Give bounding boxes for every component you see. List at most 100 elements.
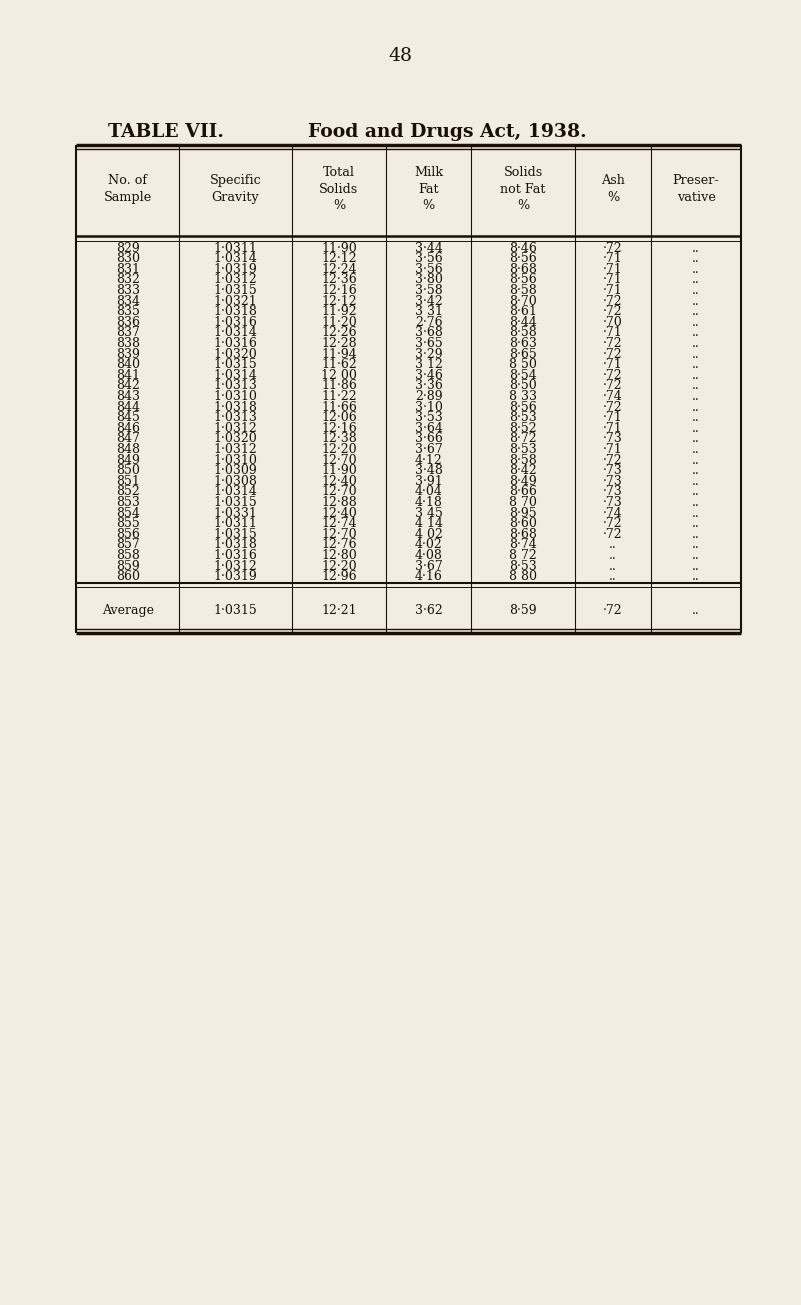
- Text: 1·0310: 1·0310: [214, 454, 257, 467]
- Text: ·73: ·73: [603, 496, 622, 509]
- Text: ..: ..: [692, 549, 700, 562]
- Text: 857: 857: [116, 539, 139, 552]
- Text: Preser-
vative: Preser- vative: [673, 175, 719, 204]
- Text: ·73: ·73: [603, 485, 622, 499]
- Text: 858: 858: [116, 549, 139, 562]
- Text: 12·76: 12·76: [321, 539, 356, 552]
- Text: 847: 847: [116, 432, 139, 445]
- Text: 8·56: 8·56: [509, 273, 537, 286]
- Text: 1·0316: 1·0316: [214, 316, 257, 329]
- Text: ·72: ·72: [603, 337, 622, 350]
- Text: 8 50: 8 50: [509, 358, 537, 371]
- Text: 840: 840: [116, 358, 139, 371]
- Text: ·72: ·72: [603, 347, 622, 360]
- Text: 4·08: 4·08: [415, 549, 443, 562]
- Text: ..: ..: [692, 475, 700, 488]
- Text: 8·56: 8·56: [509, 252, 537, 265]
- Text: 4·18: 4·18: [415, 496, 443, 509]
- Text: 8·74: 8·74: [509, 539, 537, 552]
- Text: 836: 836: [116, 316, 139, 329]
- Text: 848: 848: [116, 442, 139, 455]
- Text: 1·0314: 1·0314: [214, 252, 257, 265]
- Text: ..: ..: [609, 570, 617, 583]
- Text: 1·0315: 1·0315: [214, 527, 257, 540]
- Text: 8·58: 8·58: [509, 284, 537, 298]
- Text: ·72: ·72: [603, 527, 622, 540]
- Text: 8·68: 8·68: [509, 262, 537, 275]
- Text: 835: 835: [116, 305, 139, 318]
- Text: 8·58: 8·58: [509, 454, 537, 467]
- Text: ..: ..: [692, 390, 700, 403]
- Text: 3·42: 3·42: [415, 295, 443, 308]
- Text: 12·74: 12·74: [321, 517, 356, 530]
- Text: 3 31: 3 31: [415, 305, 443, 318]
- Text: Total
Solids
%: Total Solids %: [320, 166, 359, 213]
- Text: 1·0319: 1·0319: [214, 262, 257, 275]
- Text: 1·0331: 1·0331: [214, 506, 257, 519]
- Text: 8·53: 8·53: [509, 560, 537, 573]
- Text: 8·50: 8·50: [509, 380, 537, 393]
- Text: ..: ..: [692, 337, 700, 350]
- Text: 12·80: 12·80: [321, 549, 356, 562]
- Text: 1·0319: 1·0319: [214, 570, 257, 583]
- Text: ..: ..: [692, 560, 700, 573]
- Text: 8·65: 8·65: [509, 347, 537, 360]
- Text: ·71: ·71: [603, 422, 622, 435]
- Text: 4 02: 4 02: [415, 527, 443, 540]
- Text: No. of
Sample: No. of Sample: [103, 175, 152, 204]
- Text: ·72: ·72: [603, 305, 622, 318]
- Text: 859: 859: [116, 560, 139, 573]
- Text: ..: ..: [692, 369, 700, 382]
- Text: ..: ..: [692, 262, 700, 275]
- Text: 838: 838: [116, 337, 139, 350]
- Text: 1·0309: 1·0309: [214, 465, 257, 478]
- Text: 12·06: 12·06: [321, 411, 356, 424]
- Text: 830: 830: [116, 252, 139, 265]
- Text: 1·0312: 1·0312: [214, 442, 257, 455]
- Text: 8 80: 8 80: [509, 570, 537, 583]
- Text: ·70: ·70: [603, 316, 622, 329]
- Text: 1·0312: 1·0312: [214, 273, 257, 286]
- Text: 4·04: 4·04: [415, 485, 443, 499]
- Text: 11·90: 11·90: [321, 241, 356, 254]
- Text: 8·44: 8·44: [509, 316, 537, 329]
- Text: 12·20: 12·20: [321, 560, 356, 573]
- Text: 3·62: 3·62: [415, 604, 443, 617]
- Text: 860: 860: [116, 570, 139, 583]
- Text: 850: 850: [116, 465, 139, 478]
- Text: ..: ..: [692, 326, 700, 339]
- Text: ·72: ·72: [603, 380, 622, 393]
- Text: Food and Drugs Act, 1938.: Food and Drugs Act, 1938.: [308, 123, 587, 141]
- Text: 2·76: 2·76: [415, 316, 442, 329]
- Text: 3·10: 3·10: [415, 401, 443, 414]
- Text: 851: 851: [116, 475, 139, 488]
- Text: 3 12: 3 12: [415, 358, 443, 371]
- Text: 856: 856: [116, 527, 139, 540]
- Text: ..: ..: [609, 539, 617, 552]
- Text: ..: ..: [692, 273, 700, 286]
- Text: 12·36: 12·36: [321, 273, 356, 286]
- Text: ·71: ·71: [603, 273, 622, 286]
- Text: 842: 842: [116, 380, 139, 393]
- Text: ·72: ·72: [603, 401, 622, 414]
- Text: 8·42: 8·42: [509, 465, 537, 478]
- Text: ..: ..: [692, 432, 700, 445]
- Text: ·74: ·74: [603, 506, 622, 519]
- Text: ..: ..: [692, 527, 700, 540]
- Text: 1·0318: 1·0318: [214, 401, 257, 414]
- Text: 1·0316: 1·0316: [214, 337, 257, 350]
- Text: 12·96: 12·96: [321, 570, 356, 583]
- Text: ·74: ·74: [603, 390, 622, 403]
- Text: 841: 841: [116, 369, 139, 382]
- Text: 12·28: 12·28: [321, 337, 356, 350]
- Text: 4·02: 4·02: [415, 539, 443, 552]
- Text: 3·53: 3·53: [415, 411, 443, 424]
- Text: 1·0320: 1·0320: [214, 347, 257, 360]
- Text: ·71: ·71: [603, 411, 622, 424]
- Text: ..: ..: [692, 442, 700, 455]
- Text: 3·29: 3·29: [415, 347, 442, 360]
- Text: 12·40: 12·40: [321, 475, 356, 488]
- Text: 8 72: 8 72: [509, 549, 537, 562]
- Text: 8·70: 8·70: [509, 295, 537, 308]
- Text: 12·70: 12·70: [321, 454, 356, 467]
